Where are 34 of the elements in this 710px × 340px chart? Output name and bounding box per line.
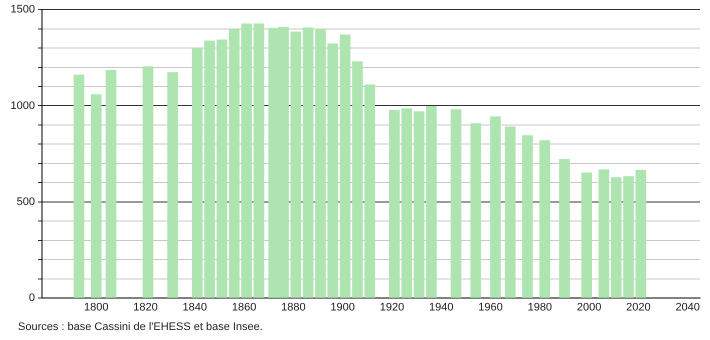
- bar: [192, 48, 203, 298]
- x-tick-label: 1980: [528, 302, 552, 314]
- y-tick-label: 1000: [10, 100, 35, 112]
- bar: [539, 140, 550, 298]
- bar: [74, 74, 84, 298]
- bar: [504, 126, 516, 298]
- x-tick-label: 1820: [133, 302, 158, 314]
- bar: [450, 109, 462, 298]
- bar: [389, 110, 400, 298]
- bar: [167, 72, 178, 298]
- x-tick-label: 1960: [478, 302, 503, 314]
- y-tick-label: 1500: [10, 4, 35, 16]
- x-tick-label: 1860: [232, 302, 256, 314]
- y-tick-label: 0: [28, 292, 35, 304]
- x-tick-label: 1880: [281, 302, 306, 314]
- bar: [142, 66, 154, 298]
- x-tick-label: 2000: [576, 302, 602, 314]
- bar: [106, 70, 116, 298]
- bar: [470, 123, 482, 298]
- x-tick-label: 1840: [182, 302, 208, 314]
- bar: [559, 159, 570, 298]
- x-tick-label: 1900: [330, 302, 355, 314]
- bar: [490, 116, 501, 298]
- bar: [90, 94, 102, 298]
- bar: [598, 169, 610, 298]
- source-note: Sources : base Cassini de l'EHESS et base Insee.: [18, 321, 263, 333]
- bar: [522, 135, 533, 298]
- x-tick-label: 2040: [675, 302, 700, 314]
- y-tick-label: 500: [16, 196, 35, 208]
- x-tick-label: 2020: [626, 302, 651, 314]
- x-tick-label: 1940: [428, 302, 454, 314]
- bar: [581, 172, 592, 298]
- x-tick-label: 1800: [84, 302, 108, 314]
- x-tick-label: 1920: [380, 302, 404, 314]
